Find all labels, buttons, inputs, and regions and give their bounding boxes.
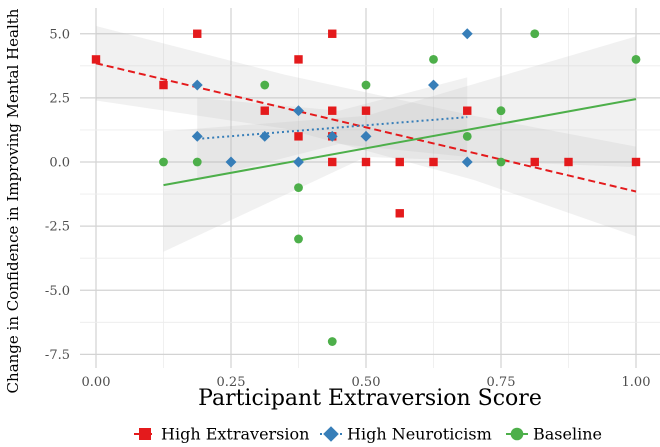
data-point [328, 29, 337, 38]
data-point [429, 54, 438, 64]
data-point [327, 337, 337, 346]
data-point [564, 157, 573, 167]
data-point [361, 106, 371, 115]
data-point [260, 106, 269, 115]
fit-lines [95, 62, 637, 193]
y-tick-label: 5.0 [49, 27, 70, 42]
data-point [91, 55, 101, 64]
data-point [259, 130, 271, 142]
data-point [496, 106, 506, 116]
data-point [510, 427, 524, 441]
fit-line [163, 98, 637, 187]
data-point [631, 54, 641, 64]
data-point [294, 183, 303, 193]
data-point [328, 106, 337, 115]
data-point [462, 131, 472, 141]
data-point [463, 106, 472, 115]
data-point [294, 234, 303, 244]
legend-label: High Extraversion [161, 425, 309, 444]
data-point [159, 157, 168, 167]
legend-label: Baseline [533, 425, 602, 444]
x-tick-label: 0.75 [487, 375, 516, 390]
data-point [631, 157, 641, 167]
fit-line [95, 62, 637, 193]
y-tick-label: -2.5 [45, 220, 70, 235]
y-tick-label: 0.0 [49, 156, 70, 171]
data-point [530, 29, 540, 39]
data-point [361, 80, 371, 90]
x-tick-label: 1.00 [622, 375, 651, 390]
data-point [326, 130, 338, 142]
data-point [428, 79, 439, 91]
data-point [193, 29, 202, 38]
data-point [191, 130, 203, 142]
data-point [395, 157, 404, 167]
data-point [294, 55, 303, 64]
data-point [360, 130, 372, 142]
x-tick-label: 0.00 [82, 375, 111, 390]
data-point [461, 156, 473, 168]
y-axis-title: Change in Confidence in Improving Mental… [4, 8, 22, 393]
data-point [159, 80, 168, 90]
data-point [496, 157, 506, 167]
data-point [260, 80, 270, 90]
data-point [225, 156, 237, 168]
data-point [328, 157, 337, 167]
x-tick-label: 0.50 [352, 375, 381, 390]
y-tick-label: 2.5 [49, 91, 70, 106]
data-point [192, 157, 202, 167]
legend: High Extraversion High Neuroticism Baselin… [134, 425, 602, 444]
confidence-band [163, 36, 636, 252]
data-point [361, 157, 371, 167]
data-point [530, 157, 539, 167]
data-point [294, 132, 303, 141]
y-tick-label: -5.0 [45, 284, 70, 299]
data-point [429, 157, 438, 167]
legend-label: High Neuroticism [347, 425, 492, 444]
data-point [323, 426, 339, 442]
data-point [293, 105, 304, 117]
data-points [91, 28, 641, 346]
x-axis-title: Participant Extraversion Score [198, 386, 542, 411]
data-point [139, 428, 151, 440]
x-tick-label: 0.25 [217, 375, 246, 390]
fit-line [197, 116, 468, 140]
y-tick-label: -7.5 [45, 348, 70, 363]
data-point [461, 28, 473, 40]
tick-labels: 0.00 0.25 0.50 0.75 1.00 5.0 2.5 0.0 -2.5 -5.0 -7.… [45, 27, 651, 390]
data-point [191, 79, 203, 91]
data-point [293, 156, 304, 168]
data-point [395, 209, 404, 218]
